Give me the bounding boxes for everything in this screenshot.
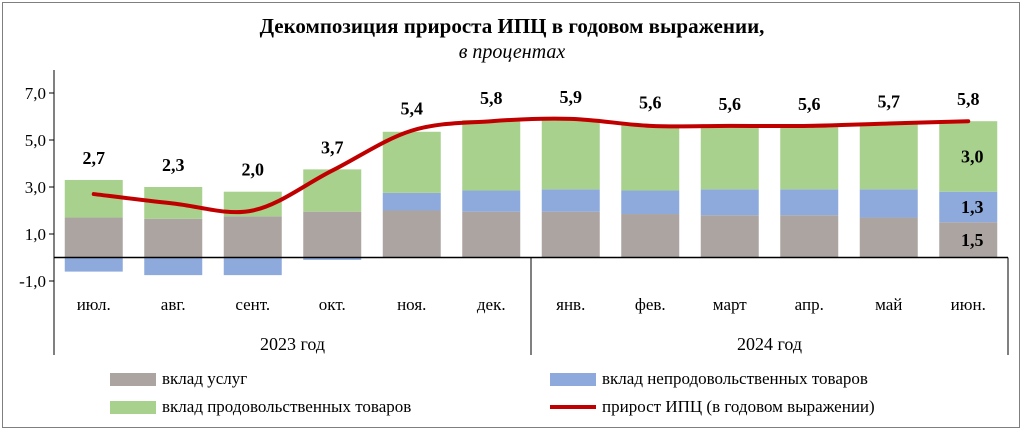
bar-segment-1 [541,189,600,212]
bar-segment-2 [303,169,362,212]
bar-segment-2 [541,118,600,190]
legend-item-nonfood: вклад непродовольственных товаров [550,369,868,389]
data-label-total: 5,6 [798,94,821,114]
bar-segment-1 [621,190,680,215]
year-group-label: 2024 год [737,334,802,354]
data-label-segment: 1,5 [961,230,984,250]
data-label-total: 5,6 [719,94,742,114]
bar-segment-1 [939,191,998,223]
data-label-total: 3,7 [321,137,344,157]
bar-segment-2 [939,121,998,192]
y-tick-label: 1,0 [25,225,46,244]
legend-label: вклад непродовольственных товаров [602,369,868,388]
x-tick-label: сент. [235,295,270,314]
data-label-total: 5,4 [401,99,424,119]
legend-swatch [110,372,156,386]
bar-segment-1 [223,257,282,276]
bar-segment-2 [859,123,918,190]
x-tick-label: ноя. [397,295,426,314]
y-tick-label: 3,0 [25,178,46,197]
bar-segment-1 [144,257,203,276]
chart-title: Декомпозиция прироста ИПЦ в годовом выра… [259,14,765,38]
bar-segment-0 [303,211,362,258]
x-tick-label: июн. [951,295,986,314]
data-label-segment: 1,3 [961,197,984,217]
data-label-total: 5,7 [878,92,901,112]
bar-segment-0 [700,215,759,258]
bar-segment-0 [541,211,600,258]
bar-segment-0 [859,217,918,258]
data-label-total: 5,6 [639,93,662,113]
data-label-total: 5,8 [957,89,980,109]
cpi-line [91,116,971,215]
legend-item-cpi: прирост ИПЦ (в годовом выражении) [550,397,875,417]
x-tick-label: март [713,295,747,314]
x-tick-label: апр. [795,295,824,314]
legend-swatch [110,400,156,414]
legend-label: прирост ИПЦ (в годовом выражении) [602,397,875,416]
bar-segment-1 [859,189,918,218]
legend-line [550,405,596,409]
bar-segment-2 [621,124,680,191]
y-tick-label: 7,0 [25,84,46,103]
bar-segment-1 [303,257,362,260]
data-label-total: 2,0 [242,160,265,180]
legend-item-services: вклад услуг [110,369,247,389]
chart-subtitle: в процентах [458,41,566,63]
x-tick-label: май [875,295,902,314]
legend-label: вклад услуг [162,369,248,388]
bar-segment-0 [780,215,839,258]
bar-segment-2 [462,120,521,191]
y-tick-label: 5,0 [25,131,46,150]
bar-segment-0 [621,214,680,258]
bar-segment-1 [700,189,759,216]
bar-segment-1 [382,192,441,211]
x-tick-label: авг. [161,295,186,314]
bar-segment-2 [382,131,441,193]
x-tick-label: фев. [635,295,666,314]
x-tick-label: дек. [477,295,506,314]
bar-segment-0 [64,217,123,258]
bar-segment-2 [700,125,759,190]
bar-segment-2 [64,179,123,218]
bar-segment-0 [462,211,521,258]
x-tick-label: окт. [319,295,346,314]
bar-segment-0 [144,218,203,258]
y-tick-label: -1,0 [19,272,46,291]
bar-segment-1 [462,190,521,212]
bar-segment-0 [382,210,441,258]
x-tick-label: июл. [77,295,111,314]
bar-segment-0 [223,216,282,258]
data-label-total: 2,7 [83,148,106,168]
data-label-total: 5,8 [480,88,503,108]
bar-segment-2 [780,125,839,190]
bar-segment-1 [780,189,839,216]
data-label-segment: 3,0 [961,146,984,166]
legend-label: вклад продовольственных товаров [162,397,412,416]
year-group-label: 2023 год [260,334,325,354]
data-label-total: 2,3 [162,155,185,175]
legend-item-food: вклад продовольственных товаров [110,397,411,417]
x-tick-label: янв. [556,295,585,314]
bar-segment-1 [64,257,123,272]
bar-segment-0 [939,222,998,258]
data-label-total: 5,9 [560,87,583,107]
legend-swatch [550,372,596,386]
